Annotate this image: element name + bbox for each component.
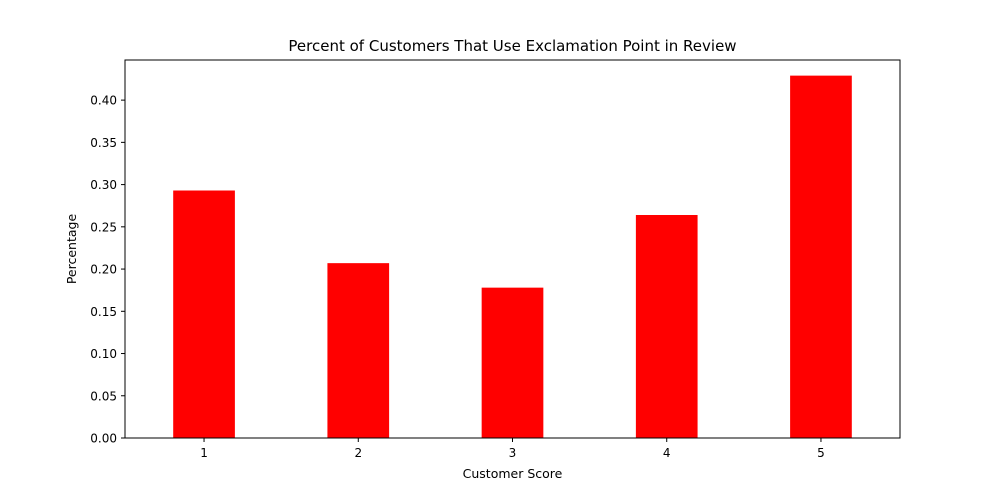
chart-title: Percent of Customers That Use Exclamatio… [288,37,736,55]
bars-group [173,75,852,438]
y-tick-label: 0.00 [90,432,117,446]
x-tick-label: 4 [663,446,671,460]
y-axis-label: Percentage [64,214,79,285]
y-tick-label: 0.20 [90,263,117,277]
y-tick-label: 0.25 [90,220,117,234]
x-axis-label: Customer Score [463,466,563,481]
plot-frame [124,59,901,439]
y-tick-label: 0.15 [90,305,117,319]
y-tick-label: 0.30 [90,178,117,192]
bar-score-5 [790,75,852,438]
y-tick-label: 0.40 [90,94,117,108]
bar-score-4 [635,215,698,438]
bar-score-1 [173,190,235,438]
bar-score-2 [327,263,390,438]
x-axis: 1 2 3 4 5 [200,438,825,460]
bar-score-3 [481,287,544,438]
x-tick-label: 5 [817,446,825,460]
y-tick-label: 0.35 [90,136,117,150]
x-tick-label: 3 [509,446,517,460]
x-tick-label: 1 [200,446,208,460]
y-tick-label: 0.05 [90,389,117,403]
y-tick-label: 0.10 [90,347,117,361]
y-axis: 0.00 0.05 0.10 0.15 0.20 0.25 0.30 0.35 0.40 [90,94,125,446]
x-tick-label: 2 [354,446,362,460]
